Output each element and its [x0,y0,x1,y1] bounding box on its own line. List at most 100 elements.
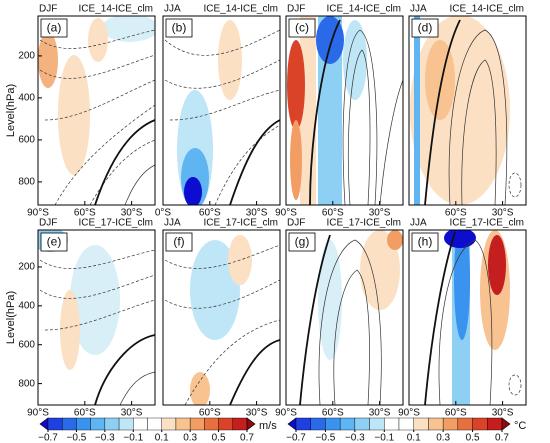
colorbar-tick-label: −0.3 [345,433,365,443]
x-tick-label: 30°S [492,408,514,419]
colorbar-bin [147,417,162,431]
panel-frame [37,15,156,206]
y-axis-label: Level(hPa) [5,84,17,137]
x-tick-label: 90°S [27,408,49,419]
colorbar-tick-label: −0.1 [374,433,394,443]
panel-title: ICE_14-ICE_clm [79,4,153,15]
y-tick-label: 800 [18,378,35,389]
panel-frame [37,229,156,406]
season-label: JJA [164,218,181,229]
y-tick-label: 400 [18,93,35,104]
x-tick-label: 60°S [445,208,467,219]
x-tick-label: 90°S [398,408,420,419]
colorbar-tick-label: 0.7 [240,433,254,443]
colorbar-tick-label: −0.7 [286,433,306,443]
colorbar-bin [104,417,120,431]
panel-frame [408,229,527,406]
x-tick-label: 90°S [27,208,49,219]
y-tick-label: 200 [18,262,35,273]
colorbar-bin [369,417,385,431]
panel-title: ICE_14-ICE_clm [204,4,278,15]
colorbar-tick-label: 0.5 [212,433,226,443]
colorbar-tick-label: −0.5 [67,433,87,443]
panel-frame [408,15,527,206]
x-tick-label: 60°S [322,208,344,219]
colorbar-tick-label: 0.1 [155,433,169,443]
colorbar-bin [133,417,148,431]
colorbar-bin [472,417,488,431]
panel-label: (f) [173,235,184,249]
colorbar-bin [339,417,356,431]
colorbar-bin [204,417,219,431]
panel-label-box [40,232,68,252]
colorbar-bin [218,417,233,431]
colorbar-bin [487,417,503,431]
colorbar-bin [398,417,414,431]
panel-title: ICE_17-ICE_clm [327,218,401,229]
shading [38,16,155,205]
colorbar-tick-label: 0.3 [183,433,197,443]
panel-title: ICE_17-ICE_clm [79,218,153,229]
colorbar-tick-label: 0.3 [436,433,450,443]
y-tick-label: 600 [18,135,35,146]
y-tick-label: 800 [18,177,35,188]
panel-label: (c) [295,21,309,35]
colorbar-tick-label: −0.1 [123,433,143,443]
colorbar-end [39,417,49,431]
x-tick-label: 90°S [275,208,297,219]
x-tick-label: 0°S [155,208,172,219]
colorbar-bin [384,417,400,431]
shading [424,230,522,405]
shading [410,16,522,205]
colorbar-bin [90,417,106,431]
panel-title: ICE_17-ICE_clm [204,218,278,229]
colorbar-tick-label: 0.5 [466,433,480,443]
panel-label-box [288,232,316,252]
season-label: DJF [287,218,305,229]
colorbar-units: m/s [259,420,277,432]
panel-title: ICE_14-ICE_clm [450,4,524,15]
shading [38,230,155,405]
panel-label: (h) [418,235,433,249]
colorbar-bin [76,417,91,431]
colorbar-tick-label: −0.3 [95,433,115,443]
panel-label: (e) [47,235,62,249]
shading [299,230,403,405]
colorbar-end [287,417,297,431]
y-tick-label: 200 [18,51,35,62]
panel-frame [285,229,404,406]
shading [287,16,403,205]
x-tick-label: 90°S [275,408,297,419]
panel-frame [162,15,281,206]
x-tick-label: 60°S [199,408,221,419]
y-axis-label: Level(hPa) [5,291,17,344]
season-label: DJF [39,4,57,15]
panel-label-box [411,18,439,38]
panel-label-box [411,232,439,252]
x-tick-label: 60°S [322,408,344,419]
colorbar-bin [189,417,205,431]
colorbar-tick-label: −0.7 [38,433,58,443]
season-label: DJF [287,4,305,15]
panel-title: ICE_17-ICE_clm [450,218,524,229]
colorbar-bin [47,417,63,431]
shading [164,20,280,205]
panel-title: ICE_14-ICE_clm [327,4,401,15]
x-tick-label: 60°S [445,408,467,419]
shading [164,235,280,405]
x-tick-label: 30°S [121,208,143,219]
x-tick-label: 30°S [369,208,391,219]
season-label: JJA [410,4,427,15]
colorbar-bin [442,417,459,431]
panel-label: (g) [295,235,310,249]
panel-label-box [165,18,193,38]
panel-frame [162,229,281,406]
x-tick-label: 60°S [74,208,96,219]
colorbar-tick-label: −0.5 [316,433,336,443]
y-tick-label: 400 [18,300,35,311]
colorbar-tick-label: 0.1 [407,433,421,443]
colorbar-end [501,417,511,431]
x-tick-label: 30°S [246,408,268,419]
colorbar-bin [325,417,341,431]
